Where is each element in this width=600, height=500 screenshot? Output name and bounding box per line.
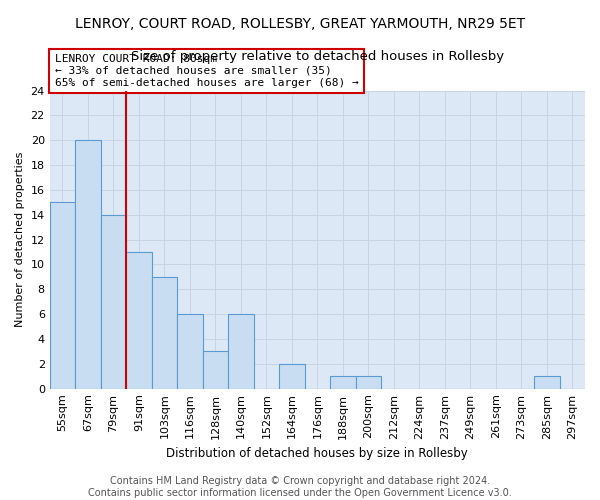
Bar — [534, 376, 560, 388]
Bar — [75, 140, 101, 388]
Y-axis label: Number of detached properties: Number of detached properties — [15, 152, 25, 328]
Title: Size of property relative to detached houses in Rollesby: Size of property relative to detached ho… — [131, 50, 504, 63]
Text: LENROY, COURT ROAD, ROLLESBY, GREAT YARMOUTH, NR29 5ET: LENROY, COURT ROAD, ROLLESBY, GREAT YARM… — [75, 18, 525, 32]
Bar — [50, 202, 75, 388]
Bar — [203, 352, 228, 389]
Bar — [101, 215, 126, 388]
Text: LENROY COURT ROAD: 80sqm
← 33% of detached houses are smaller (35)
65% of semi-d: LENROY COURT ROAD: 80sqm ← 33% of detach… — [55, 54, 359, 88]
X-axis label: Distribution of detached houses by size in Rollesby: Distribution of detached houses by size … — [166, 447, 468, 460]
Bar — [126, 252, 152, 388]
Bar — [356, 376, 381, 388]
Bar — [330, 376, 356, 388]
Text: Contains HM Land Registry data © Crown copyright and database right 2024.
Contai: Contains HM Land Registry data © Crown c… — [88, 476, 512, 498]
Bar — [177, 314, 203, 388]
Bar — [152, 277, 177, 388]
Bar — [279, 364, 305, 388]
Bar — [228, 314, 254, 388]
